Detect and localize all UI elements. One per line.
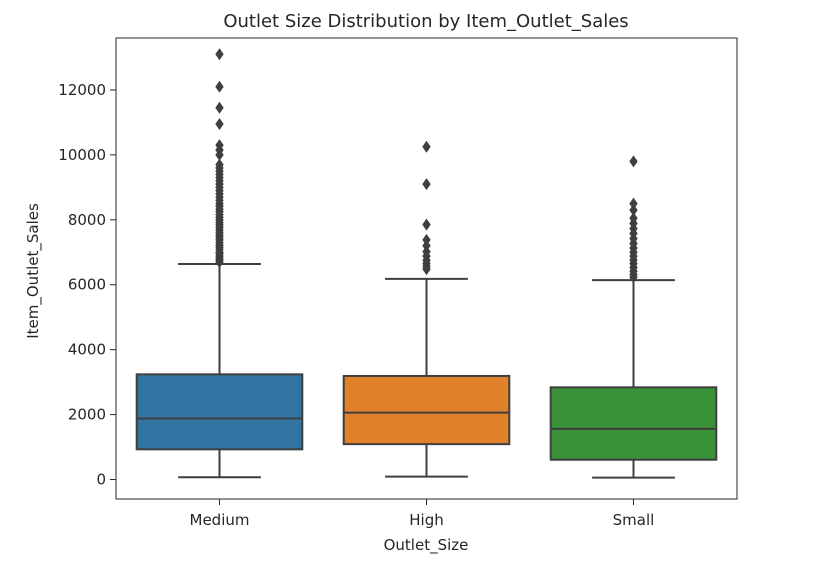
y-tick-label: 10000 bbox=[58, 146, 106, 164]
y-tick-label: 0 bbox=[96, 471, 106, 489]
outlier-point bbox=[629, 204, 638, 217]
y-tick-label: 12000 bbox=[58, 81, 106, 99]
box-iqr bbox=[135, 373, 304, 451]
x-tick-label: Small bbox=[613, 511, 655, 529]
outlier-point bbox=[215, 101, 224, 114]
x-axis-label: Outlet_Size bbox=[384, 536, 469, 555]
outlier-point bbox=[422, 233, 431, 246]
y-tick-label: 2000 bbox=[68, 406, 106, 424]
outlier-point bbox=[215, 118, 224, 131]
plot-area-frame bbox=[115, 37, 738, 500]
x-axis: Medium High Small bbox=[190, 499, 655, 529]
outlier-point bbox=[215, 158, 224, 171]
x-tick-label: Medium bbox=[190, 511, 250, 529]
outlier-point bbox=[215, 80, 224, 93]
outlier-point bbox=[629, 212, 638, 225]
outlier-point bbox=[422, 218, 431, 231]
y-axis-label: Item_Outlet_Sales bbox=[24, 203, 43, 339]
box-group bbox=[549, 155, 718, 479]
box-iqr bbox=[342, 374, 511, 446]
chart-title: Outlet Size Distribution by Item_Outlet_… bbox=[223, 11, 628, 32]
boxes-layer bbox=[135, 48, 718, 479]
outlier-point bbox=[422, 178, 431, 191]
y-tick-label: 8000 bbox=[68, 211, 106, 229]
box-group bbox=[342, 140, 511, 478]
outlier-point bbox=[215, 139, 224, 152]
box-iqr bbox=[549, 386, 718, 461]
outlier-point bbox=[629, 155, 638, 168]
y-axis: 0 2000 4000 6000 8000 10000 12000 bbox=[58, 81, 116, 489]
y-tick-label: 6000 bbox=[68, 276, 106, 294]
y-tick-label: 4000 bbox=[68, 341, 106, 359]
outlier-point bbox=[422, 140, 431, 153]
outlier-point bbox=[215, 48, 224, 61]
outlier-point bbox=[629, 197, 638, 210]
x-tick-label: High bbox=[409, 511, 443, 529]
box-group bbox=[135, 48, 304, 479]
